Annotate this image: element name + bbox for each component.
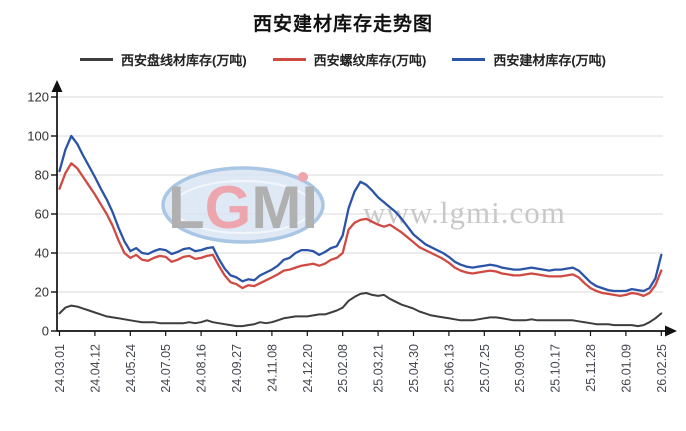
svg-text:0: 0 — [42, 324, 49, 339]
y-axis-arrow-icon — [51, 80, 63, 92]
svg-text:25.07.25: 25.07.25 — [478, 344, 492, 393]
legend-swatch-black-line — [79, 58, 113, 61]
svg-text:25.04.30: 25.04.30 — [407, 344, 421, 393]
legend-swatch-red-line — [272, 58, 306, 61]
gridlines — [57, 96, 663, 293]
svg-text:25.03.21: 25.03.21 — [372, 344, 386, 393]
series-line-2 — [58, 134, 663, 293]
x-tick-labels: 24.03.01 24.04.12 24.05.24 24.07.05 24.08.16… — [53, 331, 669, 393]
svg-text:40: 40 — [35, 246, 49, 261]
legend-item-jiancai[interactable]: 西安建材库存(万吨) — [452, 50, 606, 69]
svg-text:24.04.12: 24.04.12 — [88, 344, 102, 393]
svg-text:24.03.01: 24.03.01 — [53, 344, 67, 393]
chart-title: 西安建材库存走势图 — [252, 14, 433, 35]
svg-text:24.07.05: 24.07.05 — [159, 344, 173, 393]
svg-text:60: 60 — [35, 207, 49, 222]
legend-item-panxiancai[interactable]: 西安盘线材库存(万吨) — [79, 50, 247, 69]
svg-text:25.10.17: 25.10.17 — [549, 344, 563, 393]
svg-text:100: 100 — [27, 129, 49, 144]
svg-text:25.02.08: 25.02.08 — [336, 344, 350, 393]
axes — [51, 80, 677, 337]
svg-text:24.11.08: 24.11.08 — [265, 344, 279, 392]
lgmi-url-text: www.lgmi.com — [363, 195, 566, 230]
svg-text:24.09.27: 24.09.27 — [230, 344, 244, 393]
legend-label-luowen: 西安螺纹库存(万吨) — [313, 53, 427, 68]
y-tick-labels: 0 20 40 60 80 100 120 — [27, 90, 57, 339]
legend: 西安盘线材库存(万吨) 西安螺纹库存(万吨) 西安建材库存(万吨) — [0, 50, 686, 69]
x-axis-arrow-icon — [665, 325, 677, 337]
svg-text:24.05.24: 24.05.24 — [124, 344, 138, 393]
svg-text:26.02.25: 26.02.25 — [655, 344, 669, 393]
svg-text:120: 120 — [27, 90, 49, 105]
svg-text:26.01.09: 26.01.09 — [619, 344, 633, 393]
legend-swatch-blue-line — [452, 58, 486, 61]
svg-text:25.11.28: 25.11.28 — [584, 344, 598, 392]
series-line-1 — [58, 162, 663, 298]
svg-text:20: 20 — [35, 285, 49, 300]
svg-text:80: 80 — [35, 168, 49, 183]
legend-item-luowen[interactable]: 西安螺纹库存(万吨) — [272, 50, 427, 69]
legend-label-jiancai: 西安建材库存(万吨) — [493, 53, 606, 68]
lgmi-logo-text: LGMI — [168, 174, 318, 241]
svg-text:25.06.13: 25.06.13 — [442, 344, 456, 393]
legend-label-panxiancai: 西安盘线材库存(万吨) — [120, 53, 247, 68]
svg-text:24.12.20: 24.12.20 — [301, 344, 315, 393]
svg-text:25.09.05: 25.09.05 — [513, 344, 527, 393]
lgmi-watermark: LGMI www.lgmi.com — [161, 166, 566, 244]
svg-text:24.08.16: 24.08.16 — [195, 344, 209, 393]
series-line-0 — [58, 292, 663, 328]
